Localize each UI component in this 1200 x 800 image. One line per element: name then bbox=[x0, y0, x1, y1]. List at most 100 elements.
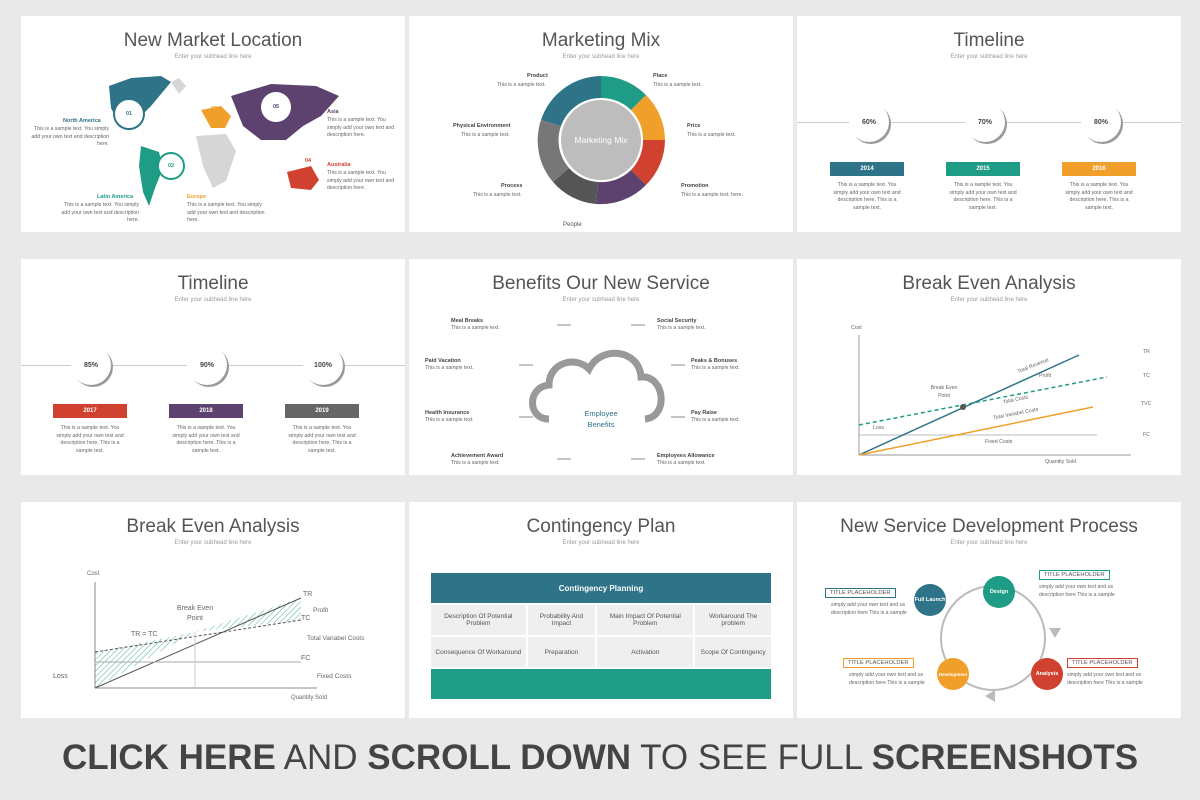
slide-contingency-plan[interactable]: Contingency Plan Enter your subhead line… bbox=[409, 502, 793, 718]
center-circle bbox=[561, 100, 641, 180]
text-2016: This is a sample text. You simply add yo… bbox=[1065, 182, 1133, 211]
slide-service-development[interactable]: New Service Development Process Enter yo… bbox=[797, 502, 1181, 718]
slide-benefits[interactable]: Benefits Our New Service Enter your subh… bbox=[409, 259, 793, 475]
benefit-achievement-award: Achievement Award bbox=[451, 453, 504, 459]
region-north-america-text: This is a sample text. You simply add yo… bbox=[31, 126, 109, 148]
segment-place bbox=[601, 76, 646, 110]
benefit-employees-allowance-text: This is a sample text. bbox=[657, 460, 706, 466]
label-tr: TR bbox=[303, 591, 313, 598]
slide-subtitle: Enter your subhead line here bbox=[950, 540, 1028, 546]
center-label: Marketing Mix bbox=[574, 135, 628, 145]
slide-title: Benefits Our New Service bbox=[492, 273, 710, 294]
tr-line bbox=[858, 354, 1080, 456]
segment-process bbox=[553, 168, 598, 204]
benefit-social-security-text: This is a sample text. bbox=[657, 325, 706, 331]
slide-title: Contingency Plan bbox=[526, 516, 676, 537]
text-2018: This is a sample text. You simply add yo… bbox=[172, 425, 240, 454]
cta-click-here[interactable]: CLICK HERE bbox=[61, 738, 276, 777]
slide-subtitle: Enter your subhead line here bbox=[950, 54, 1028, 60]
label-tc: TC bbox=[1143, 373, 1150, 379]
region-australia-text: This is a sample text. You simply add yo… bbox=[327, 170, 395, 192]
marker-05[interactable]: 05 bbox=[259, 90, 293, 124]
benefit-meal-breaks: Meal Breaks bbox=[451, 318, 484, 324]
slide-title: Marketing Mix bbox=[541, 30, 661, 51]
step-analysis[interactable]: Analysis bbox=[1031, 658, 1063, 690]
marker-01[interactable]: 01 bbox=[113, 98, 145, 130]
benefit-employees-allowance: Employees Allowance bbox=[657, 453, 715, 459]
slide-title: Break Even Analysis bbox=[902, 273, 1076, 294]
slide-new-market-location[interactable]: New Market Location Enter your subhead l… bbox=[21, 16, 405, 232]
text-2017: This is a sample text. You simply add yo… bbox=[56, 425, 124, 454]
progress-2014: 60% bbox=[849, 102, 889, 142]
slide-break-even-1[interactable]: Break Even Analysis Enter your subhead l… bbox=[797, 259, 1181, 475]
placeholder-text-4: simply add your own text and us descript… bbox=[1067, 672, 1143, 686]
progress-2016: 80% bbox=[1081, 102, 1121, 142]
marker-04[interactable]: 04 bbox=[305, 158, 312, 164]
progress-2015: 70% bbox=[965, 102, 1005, 142]
benefit-health-insurance: Health Insurance bbox=[425, 410, 470, 416]
item-promotion-text: This is a sample text. here. bbox=[681, 192, 743, 198]
benefit-paid-vacation-text: This is a sample text. bbox=[425, 365, 474, 371]
marker-02[interactable]: 02 bbox=[157, 152, 185, 180]
label-quantity: Quantity Sold bbox=[1045, 459, 1077, 465]
slide-timeline-2[interactable]: Timeline Enter your subhead line here 85… bbox=[21, 259, 405, 475]
placeholder-text-2: simply add your own text and us descript… bbox=[1039, 584, 1115, 598]
segment-people bbox=[596, 170, 646, 205]
item-product-title: Product bbox=[527, 73, 548, 79]
region-latin-america-title: Latin America bbox=[97, 194, 134, 200]
benefit-paid-vacation: Paid Vacation bbox=[425, 358, 461, 364]
step-development[interactable]: Development bbox=[937, 658, 969, 690]
loss-area bbox=[95, 632, 195, 688]
footer-cta[interactable]: CLICK HERE AND SCROLL DOWN TO SEE FULL S… bbox=[0, 738, 1200, 778]
benefit-achievement-award-text: This is a sample text. bbox=[451, 460, 500, 466]
slide-marketing-mix[interactable]: Marketing Mix Enter your subhead line he… bbox=[409, 16, 793, 232]
contingency-table: Contingency Planning Description Of Pote… bbox=[429, 571, 773, 701]
step-design[interactable]: Design bbox=[983, 576, 1015, 608]
label-fixed-costs: Fixed Costs bbox=[317, 673, 352, 680]
step-full-launch[interactable]: Full Launch bbox=[914, 584, 946, 616]
segment-price bbox=[631, 95, 665, 140]
map-greenland bbox=[171, 78, 186, 94]
label-tc: TC bbox=[301, 615, 311, 622]
item-physical-title: Physical Environment bbox=[453, 123, 511, 129]
cloud-diagram bbox=[519, 324, 685, 460]
placeholder-title-2: TITLE PLACEHOLDER bbox=[1039, 570, 1110, 580]
slide-timeline-1[interactable]: Timeline Enter your subhead line here 60… bbox=[797, 16, 1181, 232]
connector-lines bbox=[519, 324, 685, 460]
slide-subtitle: Enter your subhead line here bbox=[562, 540, 640, 546]
item-process-text: This is a sample text. bbox=[473, 192, 522, 198]
table-header: Contingency Planning bbox=[429, 571, 773, 605]
marker-03[interactable]: 03 bbox=[211, 106, 218, 112]
map-africa bbox=[196, 134, 236, 188]
table-cell: Activation bbox=[595, 635, 696, 669]
segment-promotion bbox=[631, 140, 665, 185]
slide-title: Break Even Analysis bbox=[126, 516, 300, 537]
label-loss: Loss bbox=[53, 673, 68, 680]
map-europe bbox=[201, 106, 231, 128]
placeholder-title-4: TITLE PLACEHOLDER bbox=[1067, 658, 1138, 668]
label-tr: TR bbox=[1143, 349, 1150, 355]
center-label: Employee Benefits bbox=[584, 409, 618, 429]
label-trtc: TR = TC bbox=[131, 631, 158, 638]
placeholder-text-1: simply add your own text and us descript… bbox=[831, 602, 907, 616]
cloud-outline bbox=[529, 349, 665, 423]
year-2015: 2015 bbox=[946, 162, 1020, 176]
progress-2018: 90% bbox=[187, 345, 227, 385]
slide-subtitle: Enter your subhead line here bbox=[174, 54, 252, 60]
item-process-title: Process bbox=[501, 183, 523, 189]
region-australia-title: Australia bbox=[327, 162, 351, 168]
label-fc: FC bbox=[1143, 432, 1150, 438]
slide-subtitle: Enter your subhead line here bbox=[562, 297, 640, 303]
slide-break-even-2[interactable]: Break Even Analysis Enter your subhead l… bbox=[21, 502, 405, 718]
progress-2019: 100% bbox=[303, 345, 343, 385]
map-australia bbox=[287, 166, 319, 190]
label-loss: Loss bbox=[873, 425, 884, 431]
table-cell: Scope Of Contingency bbox=[693, 635, 773, 669]
item-place-title: Place bbox=[653, 73, 668, 79]
year-2014: 2014 bbox=[830, 162, 904, 176]
slide-title: Timeline bbox=[177, 273, 249, 294]
slide-subtitle: Enter your subhead line here bbox=[174, 540, 252, 546]
item-price-text: This is a sample text. bbox=[687, 132, 736, 138]
tvc-line bbox=[858, 406, 1094, 456]
